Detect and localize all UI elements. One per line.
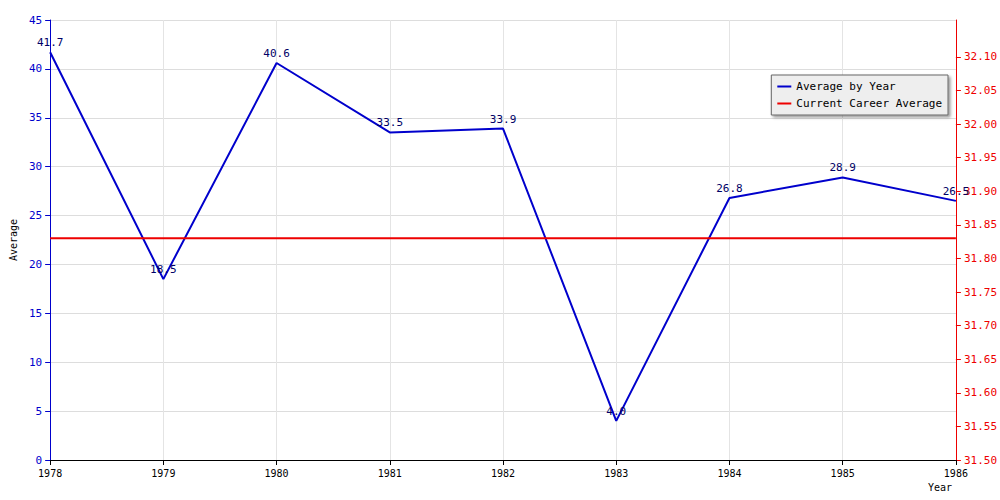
svg-text:31.60: 31.60 (964, 386, 997, 399)
svg-text:28.9: 28.9 (829, 161, 856, 174)
svg-text:1981: 1981 (378, 468, 402, 479)
svg-text:25: 25 (29, 209, 42, 222)
svg-text:1986: 1986 (944, 468, 968, 479)
svg-text:30: 30 (29, 160, 42, 173)
svg-text:5: 5 (36, 405, 43, 418)
svg-text:1985: 1985 (831, 468, 855, 479)
svg-text:40.6: 40.6 (263, 47, 290, 60)
svg-text:32.10: 32.10 (964, 50, 997, 63)
svg-text:45: 45 (29, 14, 42, 27)
svg-text:31.80: 31.80 (964, 252, 997, 265)
svg-text:1983: 1983 (604, 468, 628, 479)
svg-text:Average by Year: Average by Year (796, 80, 896, 93)
svg-text:1982: 1982 (491, 468, 515, 479)
svg-text:35: 35 (29, 111, 42, 124)
svg-text:Current Career Average: Current Career Average (796, 97, 942, 110)
svg-text:31.75: 31.75 (964, 286, 997, 299)
svg-text:20: 20 (29, 258, 42, 271)
svg-text:31.55: 31.55 (964, 420, 997, 433)
svg-text:31.85: 31.85 (964, 218, 997, 231)
svg-text:26.8: 26.8 (716, 182, 743, 195)
svg-text:10: 10 (29, 356, 42, 369)
svg-text:33.9: 33.9 (490, 113, 517, 126)
svg-text:31.50: 31.50 (964, 454, 997, 467)
svg-text:41.7: 41.7 (37, 36, 64, 49)
svg-text:1984: 1984 (717, 468, 741, 479)
svg-text:32.05: 32.05 (964, 84, 997, 97)
svg-text:1979: 1979 (151, 468, 175, 479)
svg-text:15: 15 (29, 307, 42, 320)
svg-text:31.70: 31.70 (964, 319, 997, 332)
svg-text:40: 40 (29, 62, 42, 75)
svg-text:31.95: 31.95 (964, 151, 997, 164)
svg-text:33.5: 33.5 (377, 116, 404, 129)
svg-text:4.0: 4.0 (606, 405, 626, 418)
svg-text:Year: Year (928, 482, 952, 493)
svg-text:1978: 1978 (38, 468, 62, 479)
svg-text:1980: 1980 (265, 468, 289, 479)
svg-text:31.65: 31.65 (964, 353, 997, 366)
svg-text:Average: Average (8, 219, 19, 261)
svg-text:18.5: 18.5 (150, 263, 177, 276)
svg-text:0: 0 (36, 454, 43, 467)
svg-text:32.00: 32.00 (964, 118, 997, 131)
svg-text:26.5: 26.5 (943, 185, 970, 198)
svg-text:31.90: 31.90 (963, 184, 997, 198)
